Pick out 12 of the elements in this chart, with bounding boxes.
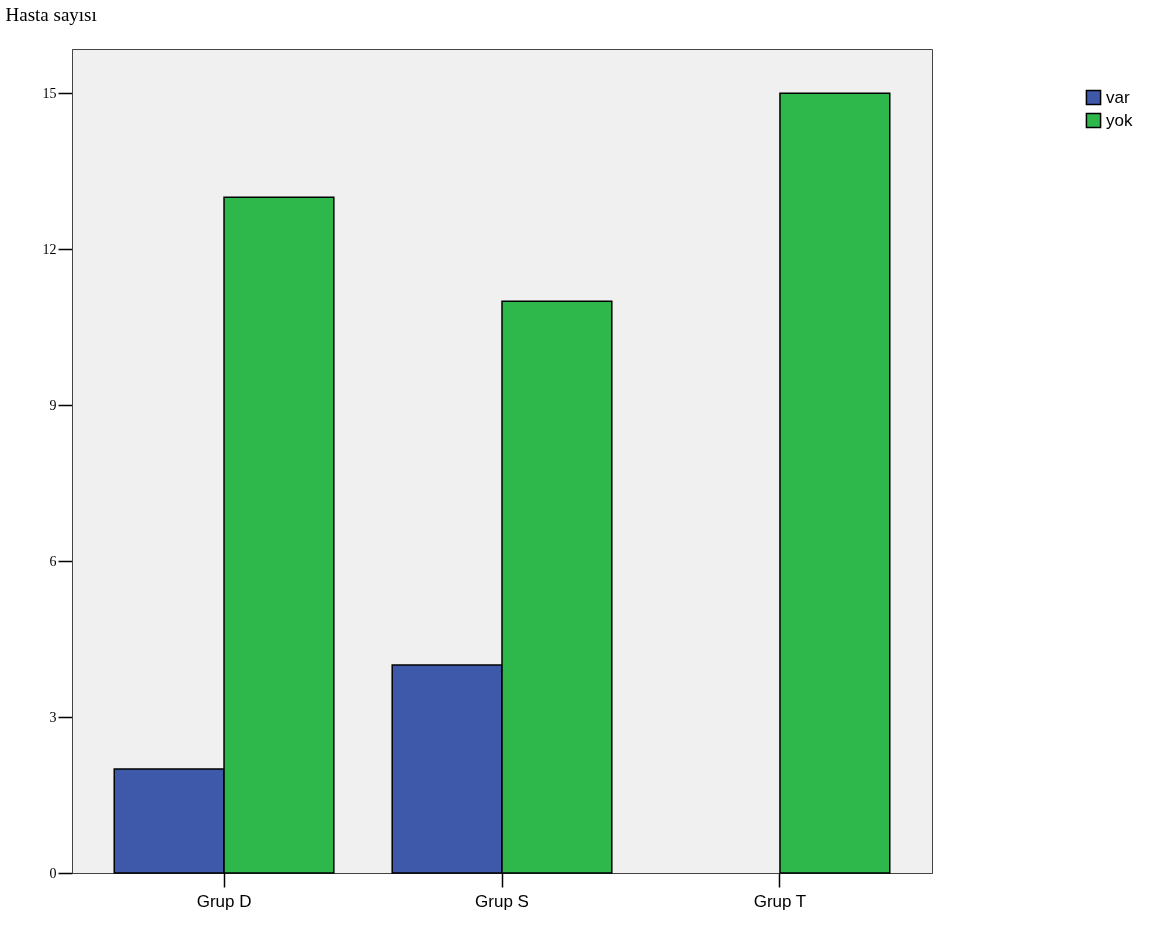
y-tick-label: 6 bbox=[49, 553, 57, 569]
y-axis-title: Hasta sayısı bbox=[5, 3, 97, 25]
y-tick-label: 9 bbox=[49, 397, 57, 413]
x-tick-label: Grup D bbox=[196, 891, 252, 911]
x-tick-label: Grup T bbox=[753, 891, 807, 911]
legend-label: var bbox=[1106, 87, 1130, 107]
legend-label: yok bbox=[1106, 110, 1133, 130]
y-tick-label: 3 bbox=[49, 709, 57, 725]
y-tick-label: 0 bbox=[49, 865, 57, 881]
y-tick-label: 15 bbox=[42, 85, 57, 101]
y-tick-label: 12 bbox=[42, 241, 57, 257]
x-tick-label: Grup S bbox=[475, 891, 529, 911]
